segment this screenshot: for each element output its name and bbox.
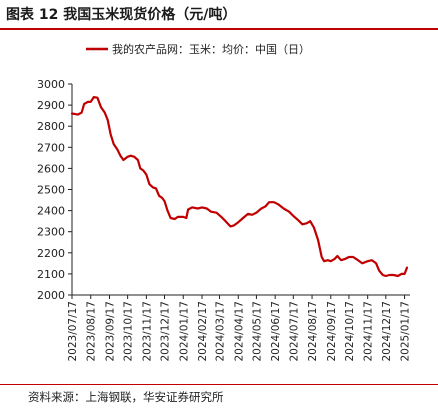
- y-tick-label: 2300: [37, 226, 65, 239]
- figure-title: 图表 12 我国玉米现货价格（元/吨）: [6, 7, 237, 23]
- legend: 我的农产品网：玉米：均价：中国（日）: [86, 42, 310, 56]
- x-tick-label: 2024/05/17: [251, 301, 263, 362]
- x-tick-label: 2024/09/17: [326, 301, 338, 362]
- y-tick-label: 2900: [37, 99, 65, 112]
- chart-area: 我的农产品网：玉米：均价：中国（日） 2000 2100 2200 2300 2400 2…: [0, 32, 438, 384]
- series-group: [70, 95, 409, 278]
- legend-label: 我的农产品网：玉米：均价：中国（日）: [112, 42, 310, 56]
- source-note: 资料来源：上海钢联，华安证券研究所: [28, 390, 224, 404]
- axes: [71, 84, 410, 296]
- x-tick-label: 2024/10/17: [344, 301, 356, 362]
- y-tick-label: 2100: [37, 268, 65, 281]
- x-tick-label: 2024/06/17: [270, 301, 282, 362]
- y-tick-label: 3000: [37, 78, 65, 91]
- y-tick-label: 2400: [37, 205, 65, 218]
- x-tick-label: 2024/08/17: [307, 301, 319, 362]
- x-tick-label: 2023/07/17: [67, 301, 79, 362]
- x-tick-label: 2023/08/17: [86, 301, 98, 362]
- y-tick-label: 2600: [37, 162, 65, 175]
- x-tick-label: 2023/11/17: [141, 301, 153, 362]
- x-tick-label: 2023/10/17: [123, 301, 135, 362]
- series-line: [70, 95, 409, 278]
- x-tick-label: 2024/11/17: [363, 301, 375, 362]
- y-tick-label: 2000: [37, 289, 65, 302]
- y-axis-ticks: 2000 2100 2200 2300 2400 2500 2600 2700 2800 2900…: [37, 78, 72, 302]
- x-tick-label: 2023/12/17: [160, 301, 172, 362]
- x-tick-label: 2024/07/17: [288, 301, 300, 362]
- y-tick-label: 2500: [37, 184, 65, 197]
- y-tick-label: 2800: [37, 120, 65, 133]
- x-tick-label: 2025/01/17: [400, 301, 412, 362]
- y-tick-label: 2700: [37, 141, 65, 154]
- x-axis-ticks: 2023/07/17 2023/08/17 2023/09/17 2023/10/17…: [67, 295, 412, 362]
- x-tick-label: 2024/04/17: [233, 301, 245, 362]
- source-divider: [0, 384, 438, 385]
- title-divider: [0, 28, 438, 30]
- price-line-chart: 我的农产品网：玉米：均价：中国（日） 200021002200230024002…: [37, 42, 412, 362]
- x-tick-label: 2024/12/17: [381, 301, 393, 362]
- y-tick-label: 2200: [37, 247, 65, 260]
- x-tick-label: 2024/03/17: [215, 301, 227, 362]
- x-tick-label: 2023/09/17: [104, 301, 116, 362]
- x-tick-label: 2024/01/17: [178, 301, 190, 362]
- x-tick-label: 2024/02/17: [197, 301, 209, 362]
